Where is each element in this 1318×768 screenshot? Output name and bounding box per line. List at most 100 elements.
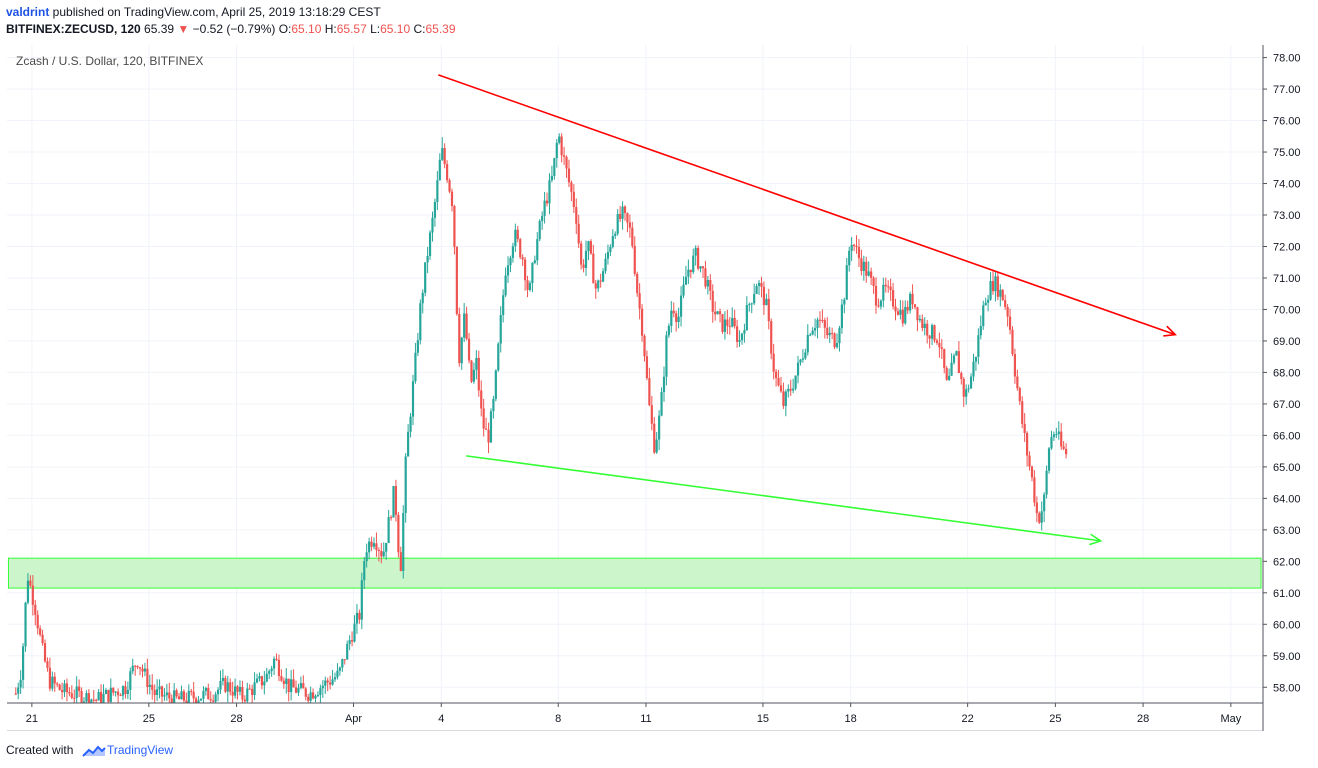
tradingview-brand-link[interactable]: TradingView [107,743,174,757]
publish-info: valdrint published on TradingView.com, A… [6,4,381,20]
y-tick-label: 58.00 [1273,682,1301,694]
candle-body [906,306,909,311]
candle-body [570,182,573,192]
candle-body [219,680,222,690]
candle-body [173,690,176,703]
candle-body [533,260,536,263]
last-price: 65.39 [140,22,178,36]
candle-body [835,343,839,348]
candle-body [1038,513,1041,523]
candle-body [75,686,78,698]
candle-body [787,388,790,392]
candle-body [324,680,327,686]
candle-body [299,683,302,688]
low-value: 65.10 [380,22,411,36]
candle-body [129,671,132,690]
candle-body [51,676,54,689]
candle-body [948,375,951,380]
candle-body [945,368,948,380]
candle-body [884,284,887,287]
candle-body [233,686,237,696]
y-tick-label: 78.00 [1273,53,1301,65]
candle-body [891,290,895,307]
candle-body [95,699,98,701]
candle-body [499,315,502,344]
candle-body [969,376,973,389]
x-tick-label: 11 [640,713,651,725]
candle-body [277,659,281,677]
candle-body [587,241,590,251]
candle-body [655,439,658,453]
candle-body [740,333,744,341]
candle-body [319,688,322,695]
candle-body [404,456,407,513]
candle-body [321,685,324,689]
author-link[interactable]: valdrint [6,5,50,19]
candle-body [156,689,159,696]
candle-body [840,304,843,329]
x-tick-label: 18 [845,713,857,725]
candle-body [302,683,305,689]
candle-body [662,376,666,393]
candle-body [287,678,290,693]
candle-body [341,659,344,668]
price-chart[interactable]: 78.00 77.00 76.00 75.00 74.00 73.00 72.00 71.00… [7,45,1313,731]
candle-body [236,686,239,692]
candle-body [258,676,261,679]
trend-lines [438,74,1178,546]
candle-body [562,155,566,157]
candle-body [697,247,700,269]
candle-body [292,679,295,688]
candle-body [260,676,264,686]
candle-body [726,319,729,326]
candle-body [1064,448,1068,455]
candle-body [467,338,471,361]
candle-body [60,690,64,693]
candle-body [601,271,605,282]
candle-body [348,640,351,645]
candle-body [660,392,663,416]
candle-body [543,200,546,216]
candle-body [1028,455,1031,467]
candle-body [489,411,493,443]
candle-body [121,686,125,696]
candle-body [872,277,875,286]
candle-body [48,667,51,689]
candle-body [487,429,490,443]
resistance-line [438,74,1176,336]
candle-body [407,431,410,457]
candle-body [192,691,195,699]
candle-body [616,214,619,234]
candle-body [645,356,649,379]
candle-body [848,250,851,266]
candle-body [604,258,607,272]
candle-body [36,614,39,629]
open-value: 65.10 [291,22,322,36]
candle-body [541,215,544,222]
candle-body [999,289,1002,297]
candle-body [670,310,673,326]
candle-body [909,293,912,311]
x-tick-label: Apr [345,713,362,725]
x-tick-label: 8 [555,713,561,725]
candle-body [212,700,215,702]
candle-body [107,689,110,702]
candle-body [1035,502,1038,514]
candle-body [492,398,495,412]
close-label: C: [410,22,426,36]
candle-body [168,692,171,699]
candle-body [928,335,931,339]
candle-body [728,325,731,327]
candle-body [621,206,624,219]
candle-body [102,693,105,703]
tradingview-logo-icon[interactable] [82,742,106,758]
candle-body [34,604,37,615]
candle-body [197,700,200,703]
candle-body [826,327,829,336]
candle-body [879,300,882,307]
candle-body [338,667,341,671]
candle-body [375,543,378,550]
candle-body [677,316,680,322]
candle-body [667,325,670,336]
candle-body [329,682,332,685]
